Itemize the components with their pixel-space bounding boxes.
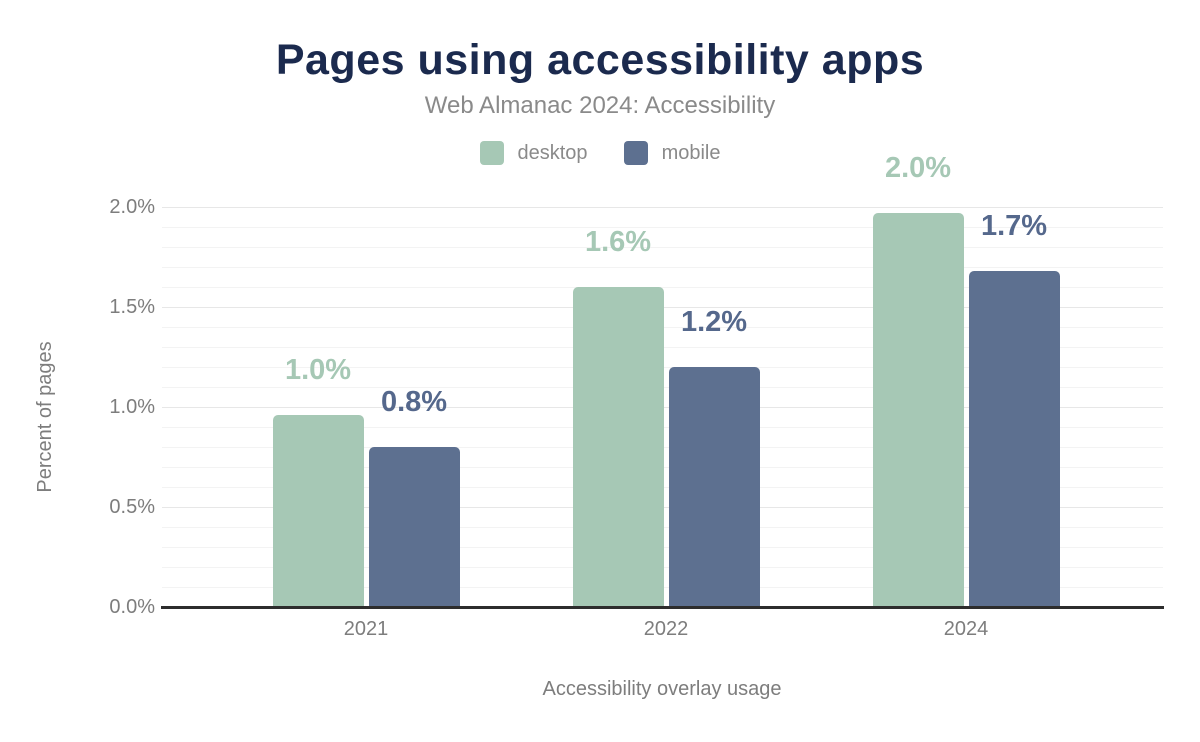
y-tick-label: 1.5% <box>109 296 155 318</box>
bar-desktop-2024 <box>872 213 964 607</box>
y-tick-label: 2.0% <box>109 196 155 218</box>
bar-value-label-mobile-2024: 1.7% <box>980 210 1048 242</box>
chart-subtitle: Web Almanac 2024: Accessibility <box>424 92 776 119</box>
minor-gridline <box>162 267 1163 268</box>
bar-value-label-mobile-2022: 1.2% <box>680 306 748 338</box>
legend-item-mobile: mobile <box>623 141 721 165</box>
bar-desktop-2022 <box>572 287 664 607</box>
bar-mobile-2022 <box>668 367 760 607</box>
mobile-swatch-icon <box>623 141 648 165</box>
legend-label-desktop: desktop <box>517 141 588 164</box>
desktop-swatch-icon <box>479 141 504 165</box>
major-gridline <box>162 207 1163 208</box>
legend: desktop mobile <box>0 141 1200 165</box>
bar-mobile-2024 <box>968 271 1060 607</box>
y-axis-title: Percent of pages <box>34 341 56 493</box>
x-axis-line <box>161 606 1164 609</box>
bar-value-label-mobile-2021: 0.8% <box>380 386 448 418</box>
minor-gridline <box>162 227 1163 228</box>
y-tick-label: 0.0% <box>109 596 155 618</box>
y-tick-label: 0.5% <box>109 496 155 518</box>
chart-title: Pages using accessibility apps <box>275 36 925 84</box>
bar-value-label-desktop-2024: 2.0% <box>884 152 952 184</box>
bar-value-label-desktop-2021: 1.0% <box>284 354 352 386</box>
x-tick-label: 2024 <box>943 618 989 640</box>
bar-mobile-2021 <box>368 447 460 607</box>
x-axis-title: Accessibility overlay usage <box>542 678 782 700</box>
bars-layer: 1.0% 1.6% 2.0% 0.8% 1.2% 1.7% <box>162 154 1163 607</box>
bar-desktop-2021 <box>272 415 364 607</box>
x-tick-label: 2022 <box>643 618 689 640</box>
bar-value-label-desktop-2022: 1.6% <box>584 226 652 258</box>
y-tick-label: 1.0% <box>109 396 155 418</box>
minor-gridline <box>162 247 1163 248</box>
legend-label-mobile: mobile <box>661 141 721 164</box>
legend-item-desktop: desktop <box>479 141 588 165</box>
x-tick-label: 2021 <box>343 618 389 640</box>
